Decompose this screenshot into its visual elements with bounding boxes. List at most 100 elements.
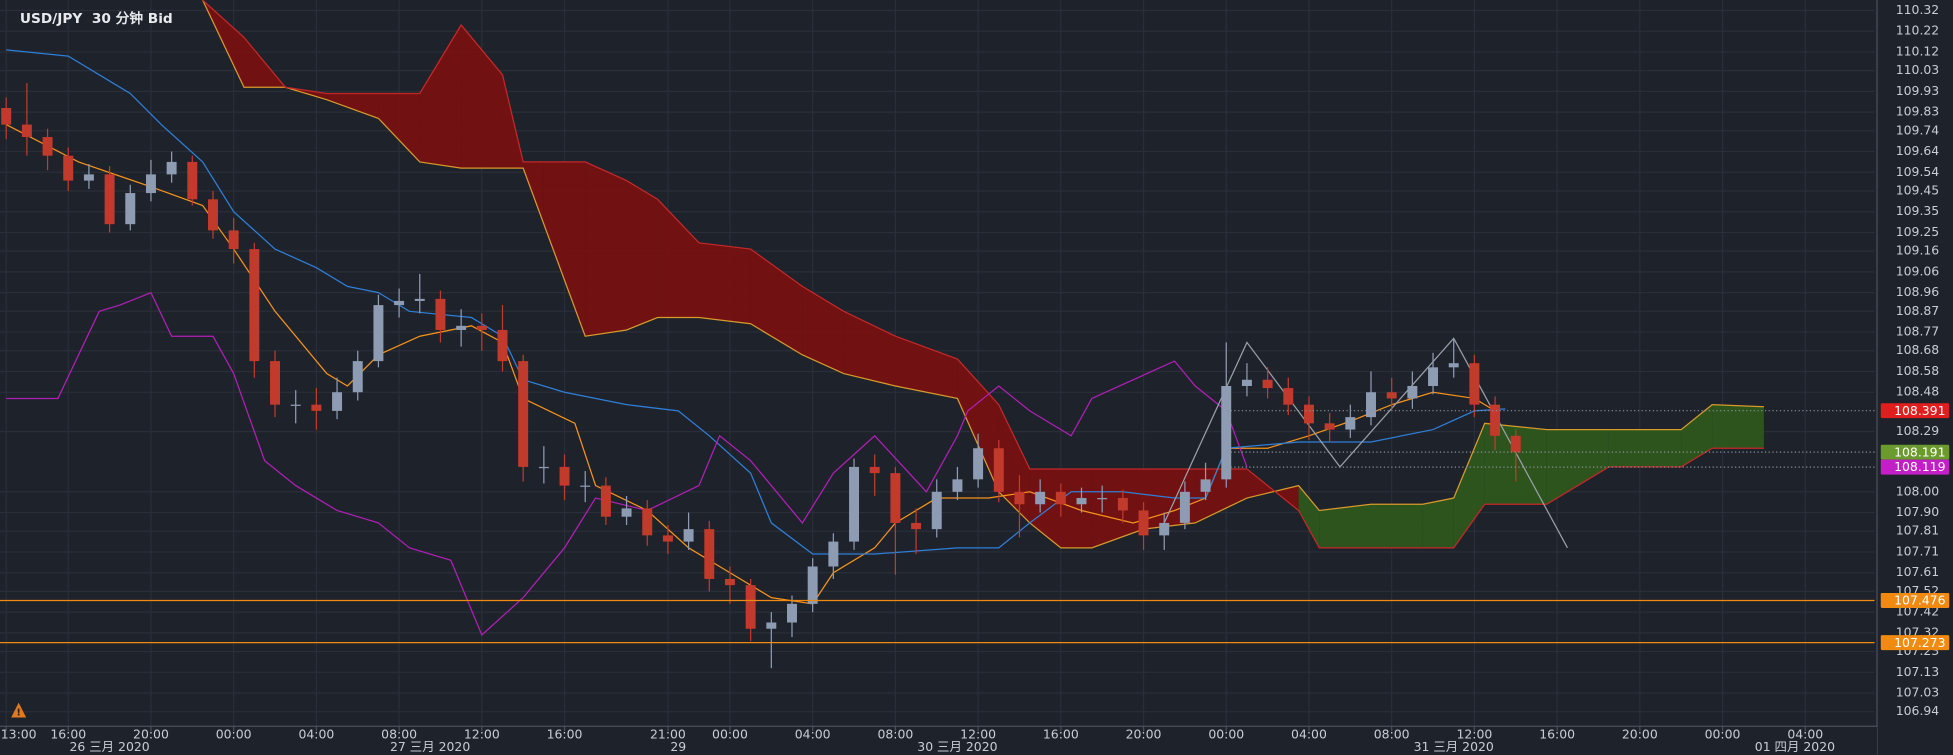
y-tick-label: 108.58 bbox=[1896, 363, 1940, 378]
y-tick-label: 107.03 bbox=[1896, 685, 1940, 700]
cloud-segment bbox=[285, 87, 327, 100]
candle-body bbox=[600, 485, 611, 517]
y-tick-label: 107.81 bbox=[1896, 523, 1940, 538]
candle-body bbox=[1448, 363, 1459, 368]
candle-body bbox=[952, 479, 963, 492]
candle-body bbox=[249, 249, 260, 362]
level-tag bbox=[1880, 403, 1950, 419]
cloud-segment bbox=[957, 359, 999, 492]
x-tick-label: 12:00 bbox=[960, 726, 996, 741]
candle-body bbox=[973, 448, 984, 480]
x-tick-label: 16:00 bbox=[50, 726, 86, 741]
warning-icon bbox=[11, 702, 27, 718]
y-tick-label: 109.64 bbox=[1896, 143, 1940, 158]
level-tag bbox=[1880, 444, 1950, 460]
x-tick-label: 20:00 bbox=[1622, 726, 1658, 741]
warning-mark: ! bbox=[16, 708, 21, 719]
cloud-segment bbox=[461, 24, 503, 169]
candle-body bbox=[869, 466, 880, 474]
cloud-segment bbox=[750, 249, 803, 355]
cloud-segment bbox=[1298, 485, 1320, 548]
x-tick-label: 00:00 bbox=[712, 726, 748, 741]
x-tick-label: 16:00 bbox=[1539, 726, 1575, 741]
x-tick-label: 20:00 bbox=[1126, 726, 1162, 741]
y-tick-label: 110.22 bbox=[1896, 23, 1940, 38]
candle-body bbox=[208, 199, 218, 231]
level-tag bbox=[1880, 459, 1950, 475]
candle-body bbox=[21, 124, 32, 138]
candle-body bbox=[145, 174, 156, 194]
y-tick-label: 107.90 bbox=[1896, 504, 1940, 519]
chart-title: USD/JPY 30 分钟 Bid bbox=[20, 10, 173, 27]
candle-body bbox=[1221, 385, 1232, 480]
candle-body bbox=[1117, 498, 1128, 511]
x-tick-label: 04:00 bbox=[1291, 726, 1327, 741]
candle-body bbox=[1303, 404, 1314, 424]
y-tick-label: 110.12 bbox=[1896, 43, 1940, 58]
date-label: 29 bbox=[670, 739, 686, 754]
candle-body bbox=[352, 361, 363, 393]
y-tick-label: 109.54 bbox=[1896, 164, 1940, 179]
y-tick-label: 110.32 bbox=[1896, 2, 1940, 17]
candle-body bbox=[1200, 479, 1211, 492]
candle-body bbox=[1262, 379, 1273, 389]
date-label: 30 三月 2020 bbox=[917, 739, 997, 754]
candle-body bbox=[538, 466, 549, 469]
x-tick-label: 16:00 bbox=[1043, 726, 1079, 741]
y-tick-label: 108.77 bbox=[1896, 324, 1940, 339]
cloud-segment bbox=[626, 180, 658, 330]
candle-body bbox=[1097, 498, 1108, 500]
candle-body bbox=[807, 566, 818, 604]
y-tick-label: 109.45 bbox=[1896, 182, 1940, 197]
candle-body bbox=[1241, 379, 1252, 386]
cloud-segment bbox=[326, 93, 379, 119]
candle-body bbox=[1490, 404, 1501, 436]
cloud-segment bbox=[1712, 404, 1764, 449]
date-label: 26 三月 2020 bbox=[69, 739, 149, 754]
candle-body bbox=[332, 392, 343, 411]
cloud-segment bbox=[1371, 504, 1423, 548]
y-tick-label: 108.68 bbox=[1896, 342, 1940, 357]
x-tick-label: 13:00 bbox=[1, 726, 37, 741]
y-tick-label: 107.61 bbox=[1896, 564, 1940, 579]
x-tick-label: 00:00 bbox=[1705, 726, 1741, 741]
candle-body bbox=[642, 508, 653, 536]
candle-body bbox=[270, 361, 281, 405]
candle-body bbox=[1283, 388, 1294, 405]
level-label: 107.273 bbox=[1894, 635, 1945, 650]
y-tick-label: 107.13 bbox=[1896, 664, 1940, 679]
cloud-segment bbox=[1608, 429, 1682, 467]
candle-body bbox=[63, 155, 74, 181]
candle-body bbox=[497, 329, 508, 362]
candle-body bbox=[1076, 498, 1087, 505]
candle-body bbox=[828, 541, 839, 567]
candle-body bbox=[104, 174, 115, 225]
cloud-segment bbox=[378, 93, 420, 162]
cloud-span-a bbox=[202, 0, 1764, 549]
y-tick-label: 109.83 bbox=[1896, 104, 1940, 119]
candle-body bbox=[187, 161, 198, 200]
cloud-segment bbox=[1319, 504, 1372, 548]
candle-body bbox=[1366, 392, 1376, 418]
candle-body bbox=[311, 404, 322, 411]
candle-body bbox=[1428, 367, 1439, 386]
date-label: 31 三月 2020 bbox=[1414, 739, 1494, 754]
price-levels bbox=[0, 410, 1875, 644]
candle-body bbox=[1055, 491, 1066, 505]
candle-body bbox=[1469, 363, 1480, 405]
candle-body bbox=[662, 535, 673, 542]
candle-body bbox=[890, 473, 901, 523]
cloud-segment bbox=[419, 24, 462, 169]
cloud bbox=[202, 0, 1764, 549]
cloud-segment bbox=[698, 242, 751, 324]
candle-body bbox=[166, 161, 177, 175]
level-tag bbox=[1880, 593, 1950, 608]
level-label: 108.191 bbox=[1894, 444, 1945, 459]
y-tick-label: 109.25 bbox=[1896, 224, 1940, 239]
y-tick-label: 109.93 bbox=[1896, 83, 1940, 98]
cloud-segment bbox=[585, 161, 627, 337]
candle-body bbox=[1138, 510, 1149, 536]
candle-body bbox=[1345, 417, 1356, 430]
candle-body bbox=[373, 305, 384, 362]
